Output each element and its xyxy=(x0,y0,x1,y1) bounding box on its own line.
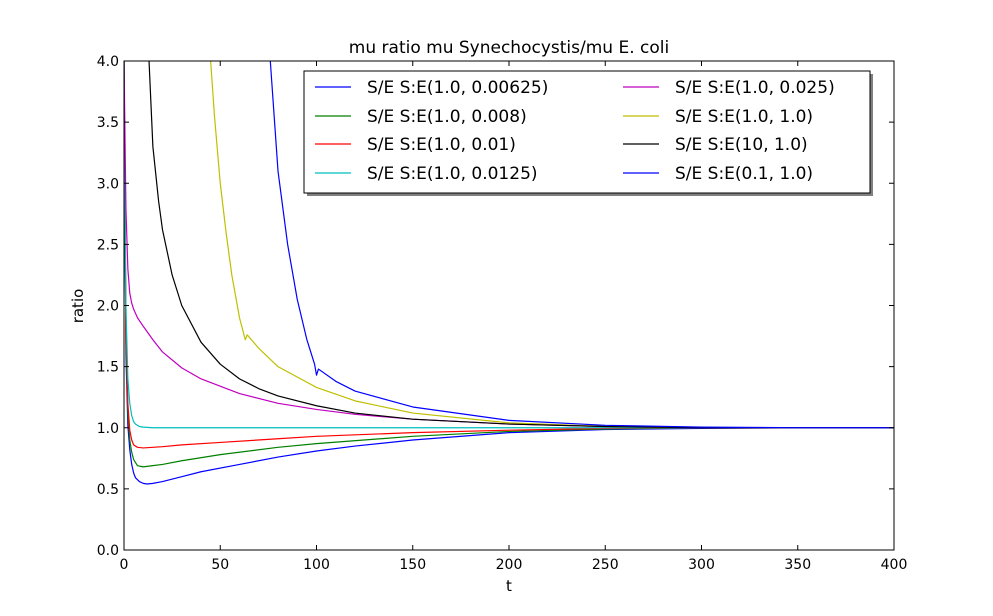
legend-box xyxy=(303,70,871,194)
y-axis-label: ratio xyxy=(69,289,87,324)
series-layer xyxy=(124,61,894,485)
y-tick-label: 0.0 xyxy=(97,543,119,559)
legend-label-7: S/E S:E(10, 1.0) xyxy=(675,135,808,155)
x-tick-label: 350 xyxy=(784,557,811,573)
legend-label-2: S/E S:E(1.0, 0.008) xyxy=(367,107,527,127)
series-line-4 xyxy=(124,61,894,429)
series-line-2 xyxy=(124,61,894,468)
series-line-1 xyxy=(124,61,894,485)
series-line-8 xyxy=(269,61,894,429)
x-tick-label: 250 xyxy=(592,557,619,573)
x-tick-label: 200 xyxy=(496,557,523,573)
series-line-3 xyxy=(124,61,894,449)
legend: S/E S:E(1.0, 0.00625) S/E S:E(1.0, 0.008)… xyxy=(303,70,873,196)
x-tick-label: 150 xyxy=(399,557,426,573)
legend-label-5: S/E S:E(1.0, 0.025) xyxy=(675,78,835,98)
legend-label-6: S/E S:E(1.0, 1.0) xyxy=(675,107,813,127)
x-axis-label: t xyxy=(506,577,512,595)
legend-label-1: S/E S:E(1.0, 0.00625) xyxy=(367,78,548,98)
legend-label-3: S/E S:E(1.0, 0.01) xyxy=(367,135,516,155)
x-tick-label: 0 xyxy=(120,557,129,573)
y-tick-label: 0.5 xyxy=(97,482,119,498)
y-tick-label: 1.0 xyxy=(97,421,119,437)
y-tick-label: 3.0 xyxy=(97,176,119,192)
legend-label-4: S/E S:E(1.0, 0.0125) xyxy=(367,164,538,184)
y-tick-label: 1.5 xyxy=(97,360,119,376)
y-tick-label: 3.5 xyxy=(97,115,119,131)
y-tick-label: 2.0 xyxy=(97,299,119,315)
x-tick-label: 50 xyxy=(211,557,229,573)
x-tick-label: 100 xyxy=(303,557,330,573)
axes-layer: 0 50 100 150 200 250 300 350 400 0.0 0.5 1.0 1.5 2.0 2… xyxy=(97,54,908,573)
y-tick-label: 2.5 xyxy=(97,237,119,253)
y-tick-label: 4.0 xyxy=(97,54,119,70)
legend-label-8: S/E S:E(0.1, 1.0) xyxy=(675,164,813,184)
x-tick-label: 300 xyxy=(688,557,715,573)
chart-title: mu ratio mu Synechocystis/mu E. coli xyxy=(349,38,669,58)
series-line-7 xyxy=(148,61,894,429)
x-tick-label: 400 xyxy=(881,557,908,573)
